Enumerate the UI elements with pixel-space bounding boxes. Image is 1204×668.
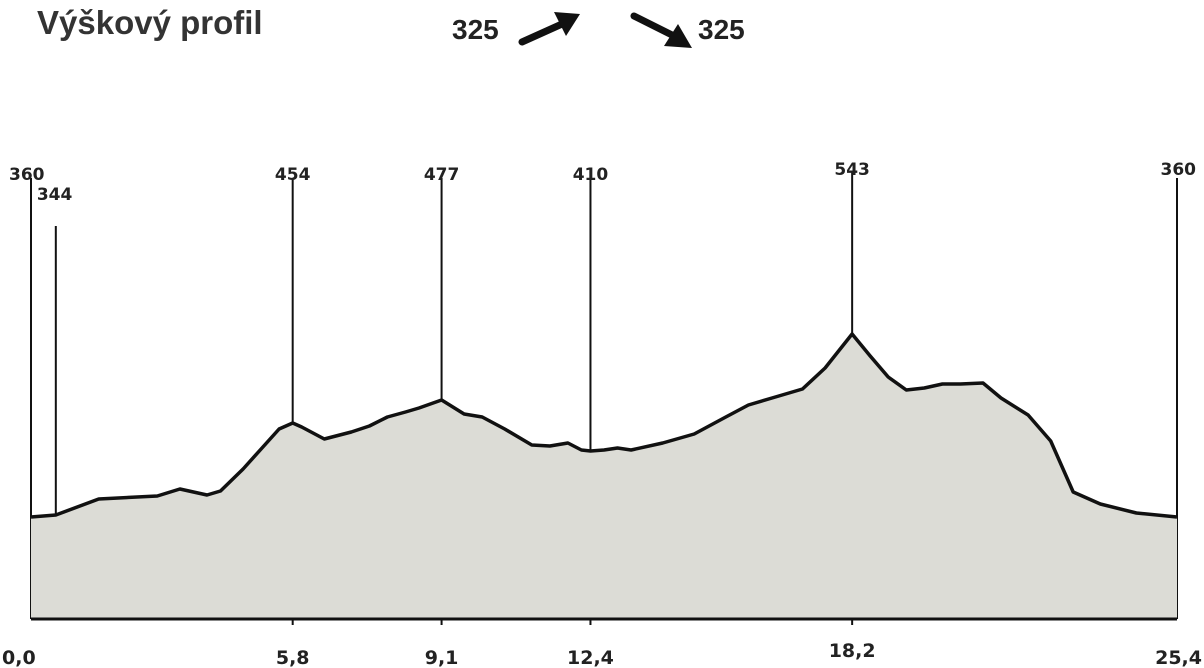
elevation-label: 454 bbox=[275, 165, 311, 185]
distance-tick-label: 5,8 bbox=[276, 647, 310, 668]
elevation-area bbox=[31, 334, 1177, 619]
axis-labels: 360 0,0 344 454 5,8 477 9,1 410 12,4 543 18,2 360 25… bbox=[2, 160, 1202, 668]
distance-tick-label: 18,2 bbox=[829, 640, 876, 662]
arrow-up-right-icon bbox=[518, 12, 580, 46]
elevation-line bbox=[30, 332, 1178, 519]
elevation-label: 477 bbox=[424, 165, 460, 185]
elevation-label: 410 bbox=[573, 165, 609, 185]
distance-tick-label: 9,1 bbox=[425, 647, 459, 668]
elevation-label: 543 bbox=[834, 160, 870, 180]
total-ascent-value: 325 bbox=[452, 14, 499, 45]
elevation-label: 360 bbox=[9, 165, 45, 185]
distance-tick-label: 25,4 bbox=[1155, 647, 1202, 668]
elevation-label: 344 bbox=[37, 185, 73, 205]
distance-tick-label: 0,0 bbox=[2, 647, 36, 668]
chart-title: Výškový profil bbox=[37, 4, 263, 41]
total-descent-value: 325 bbox=[698, 14, 745, 45]
elevation-label: 360 bbox=[1161, 160, 1197, 180]
distance-tick-label: 12,4 bbox=[567, 647, 614, 668]
arrow-down-right-icon bbox=[630, 12, 692, 48]
